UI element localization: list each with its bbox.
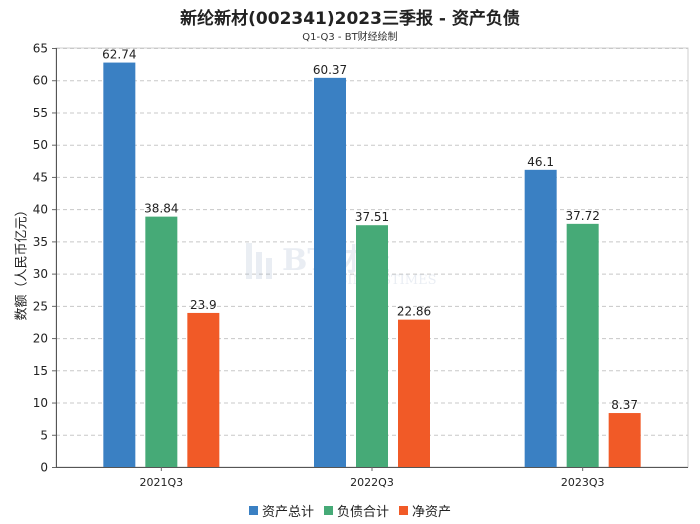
y-tick-label: 60 <box>33 74 48 88</box>
bars-layer: 62.74 38.84 23.9 60.37 37.51 22.86 46.1 37.72 8.… <box>102 48 641 468</box>
legend-swatch <box>323 506 333 515</box>
bar-value-label: 37.72 <box>565 209 599 223</box>
bar <box>145 216 178 467</box>
y-tick-label: 5 <box>40 428 48 442</box>
bar <box>524 169 557 467</box>
y-tick-label: 25 <box>33 299 48 313</box>
legend-swatch <box>399 506 408 515</box>
y-tick-label: 10 <box>33 396 48 410</box>
bar <box>356 225 388 467</box>
chart-title: 新纶新材(002341)2023三季报 - 资产负债 <box>180 9 520 29</box>
y-tick-label: 15 <box>33 364 48 378</box>
bar <box>314 77 346 467</box>
x-tick-label: 2022Q3 <box>350 476 394 489</box>
bar <box>187 312 220 467</box>
bar-value-label: 62.74 <box>102 48 136 62</box>
legend-item: 资产总计 <box>248 501 314 520</box>
bar <box>398 319 430 467</box>
y-tick-label: 20 <box>33 332 48 346</box>
y-tick-label: 65 <box>33 42 48 56</box>
chart-subtitle: Q1-Q3 - BT财经绘制 <box>302 32 398 43</box>
bar <box>608 413 641 467</box>
y-tick-label: 45 <box>33 170 48 184</box>
bar <box>566 223 599 467</box>
bar <box>103 62 136 468</box>
legend-item: 净资产 <box>399 501 451 520</box>
legend-item: 负债合计 <box>323 501 389 520</box>
bar-value-label: 60.37 <box>313 63 347 77</box>
y-tick-label: 40 <box>33 203 48 217</box>
x-tick-label: 2023Q3 <box>561 476 605 489</box>
y-tick-label: 30 <box>33 267 48 281</box>
legend-label: 负债合计 <box>336 505 389 520</box>
bar-value-label: 23.9 <box>190 298 217 312</box>
legend-label: 净资产 <box>412 505 452 520</box>
bar-value-label: 46.1 <box>527 155 554 169</box>
axes-layer: 0 5 10 15 20 25 30 35 40 45 50 55 60 65 2021Q3 2022Q3 20… <box>33 42 688 489</box>
y-tick-label: 0 <box>40 461 48 475</box>
bar-value-label: 8.37 <box>611 398 638 412</box>
legend-swatch <box>248 506 258 515</box>
bar-value-label: 38.84 <box>144 202 178 216</box>
y-tick-label: 50 <box>33 138 48 152</box>
bar-value-label: 37.51 <box>355 210 389 224</box>
y-tick-label: 35 <box>33 235 48 249</box>
y-tick-label: 55 <box>33 106 48 120</box>
legend: 资产总计 负债合计 净资产 <box>0 501 700 520</box>
bar-value-label: 22.86 <box>397 305 431 319</box>
legend-label: 资产总计 <box>261 505 314 520</box>
x-tick-label: 2021Q3 <box>140 476 184 489</box>
